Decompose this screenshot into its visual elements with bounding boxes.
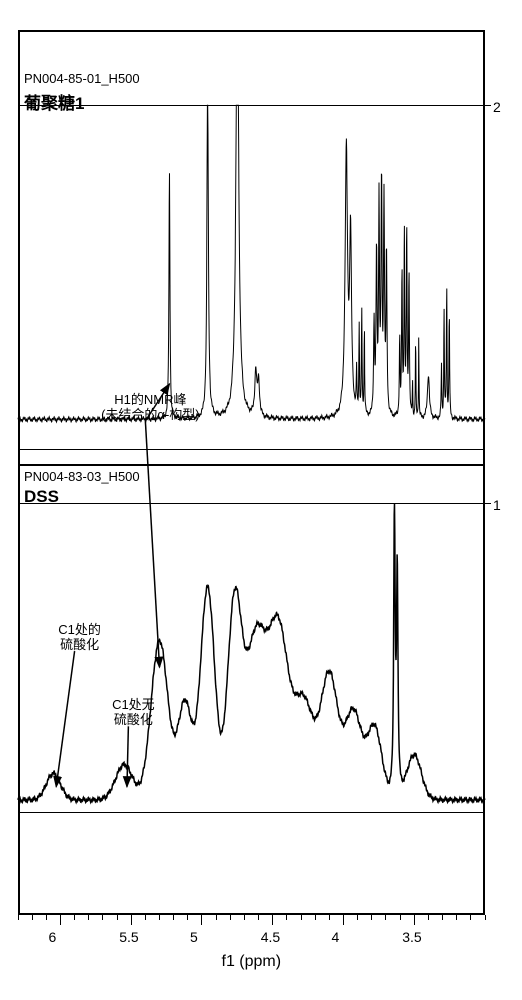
panel-code-label: PN004-85-01_H500 [24, 71, 140, 86]
x-tick [131, 915, 132, 925]
x-tick-label: 4 [331, 929, 339, 945]
x-minor-tick [117, 915, 118, 920]
x-tick [414, 915, 415, 925]
x-minor-tick [145, 915, 146, 920]
panel-right-tick-line [485, 503, 491, 504]
annotation-arrow [56, 651, 74, 787]
x-minor-tick [102, 915, 103, 920]
x-minor-tick [456, 915, 457, 920]
x-tick-label: 3.5 [402, 929, 421, 945]
annotation-label: C1处的硫酸化 [25, 623, 135, 653]
x-minor-tick [32, 915, 33, 920]
x-minor-tick [329, 915, 330, 920]
x-tick-label: 5.5 [119, 929, 138, 945]
x-minor-tick [244, 915, 245, 920]
x-minor-tick [187, 915, 188, 920]
panel-code-label: PN004-83-03_H500 [24, 469, 140, 484]
x-minor-tick [371, 915, 372, 920]
x-tick [60, 915, 61, 925]
panel-right-tick: 2 [493, 99, 501, 115]
annotation-line: C1处的 [25, 623, 135, 638]
x-minor-tick [315, 915, 316, 920]
x-tick-label: 5 [190, 929, 198, 945]
x-tick-label: 4.5 [261, 929, 280, 945]
annotation-line: 硫酸化 [25, 638, 135, 653]
annotation-label: C1处无硫酸化 [78, 698, 188, 728]
x-minor-tick [301, 915, 302, 920]
x-minor-tick [485, 915, 486, 920]
panel-right-tick-line [485, 105, 491, 106]
x-minor-tick [428, 915, 429, 920]
x-tick [201, 915, 202, 925]
annotation-line: 硫酸化 [78, 713, 188, 728]
plot-svg [0, 0, 522, 1000]
panel-right-tick: 1 [493, 497, 501, 513]
annotation-line: H1的NMR峰 [95, 393, 205, 408]
annotation-arrow [145, 421, 159, 667]
x-minor-tick [173, 915, 174, 920]
x-minor-tick [442, 915, 443, 920]
x-minor-tick [88, 915, 89, 920]
x-minor-tick [159, 915, 160, 920]
x-minor-tick [286, 915, 287, 920]
panel-name-label: 葡聚糖1 [24, 89, 84, 114]
annotation-label: H1的NMR峰(未结合的α-构型) [95, 393, 205, 423]
x-tick [343, 915, 344, 925]
annotation-arrow [127, 726, 128, 786]
x-minor-tick [357, 915, 358, 920]
x-tick-label: 6 [48, 929, 56, 945]
x-axis-title: f1 (ppm) [222, 953, 282, 971]
x-minor-tick [216, 915, 217, 920]
x-minor-tick [46, 915, 47, 920]
annotation-line: (未结合的α-构型) [95, 408, 205, 423]
annotation-line: C1处无 [78, 698, 188, 713]
x-minor-tick [470, 915, 471, 920]
x-minor-tick [230, 915, 231, 920]
nmr-trace-bottom [18, 504, 485, 803]
x-minor-tick [385, 915, 386, 920]
x-tick [272, 915, 273, 925]
x-minor-tick [258, 915, 259, 920]
x-minor-tick [400, 915, 401, 920]
nmr-trace-top [18, 105, 485, 422]
x-minor-tick [18, 915, 19, 920]
x-minor-tick [74, 915, 75, 920]
panel-name-label: DSS [24, 487, 59, 507]
